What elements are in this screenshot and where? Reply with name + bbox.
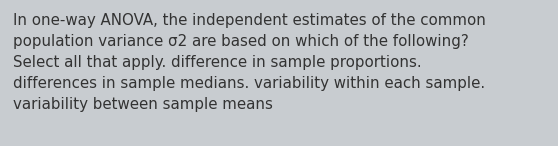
Text: In one-way ANOVA, the independent estimates of the common
population variance σ2: In one-way ANOVA, the independent estima…: [13, 13, 486, 112]
